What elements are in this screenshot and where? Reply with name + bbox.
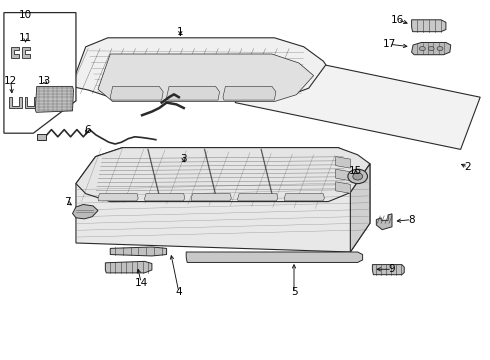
Text: 8: 8 xyxy=(408,215,415,225)
Polygon shape xyxy=(76,148,370,252)
Polygon shape xyxy=(336,157,350,168)
Circle shape xyxy=(348,169,368,184)
Polygon shape xyxy=(186,252,363,262)
Polygon shape xyxy=(22,47,30,58)
Polygon shape xyxy=(412,42,451,55)
Polygon shape xyxy=(235,50,480,149)
Text: 7: 7 xyxy=(64,197,71,207)
Polygon shape xyxy=(145,194,185,201)
Text: 14: 14 xyxy=(134,278,148,288)
Polygon shape xyxy=(376,214,392,230)
Text: 4: 4 xyxy=(175,287,182,297)
Polygon shape xyxy=(73,204,98,219)
Polygon shape xyxy=(284,194,324,201)
Text: 17: 17 xyxy=(383,39,396,49)
Polygon shape xyxy=(372,265,404,275)
Polygon shape xyxy=(110,86,163,100)
Text: 9: 9 xyxy=(389,264,395,274)
Polygon shape xyxy=(167,86,220,100)
Polygon shape xyxy=(9,97,22,108)
Text: 11: 11 xyxy=(19,33,32,43)
Polygon shape xyxy=(350,164,370,252)
Text: 6: 6 xyxy=(84,125,91,135)
Text: 1: 1 xyxy=(177,27,184,37)
Text: 13: 13 xyxy=(37,76,51,86)
Text: 12: 12 xyxy=(4,76,18,86)
Polygon shape xyxy=(11,47,19,58)
Polygon shape xyxy=(76,148,370,202)
Circle shape xyxy=(437,46,443,51)
Polygon shape xyxy=(98,194,138,201)
Text: 15: 15 xyxy=(349,166,363,176)
Text: 10: 10 xyxy=(19,10,32,20)
Text: 2: 2 xyxy=(465,162,471,172)
Text: 5: 5 xyxy=(291,287,297,297)
Polygon shape xyxy=(4,13,76,133)
Polygon shape xyxy=(71,38,326,97)
Polygon shape xyxy=(336,169,350,181)
Circle shape xyxy=(419,46,425,51)
Polygon shape xyxy=(110,247,167,256)
Polygon shape xyxy=(412,20,446,32)
Polygon shape xyxy=(105,261,152,273)
Polygon shape xyxy=(238,194,278,201)
Polygon shape xyxy=(37,134,46,140)
Polygon shape xyxy=(223,86,276,100)
Polygon shape xyxy=(24,97,37,108)
Polygon shape xyxy=(35,86,74,112)
Circle shape xyxy=(353,173,363,180)
Polygon shape xyxy=(98,54,314,102)
Polygon shape xyxy=(191,194,231,201)
Text: 16: 16 xyxy=(391,15,405,25)
Text: 3: 3 xyxy=(180,154,187,164)
Polygon shape xyxy=(336,182,350,193)
Circle shape xyxy=(428,46,434,51)
